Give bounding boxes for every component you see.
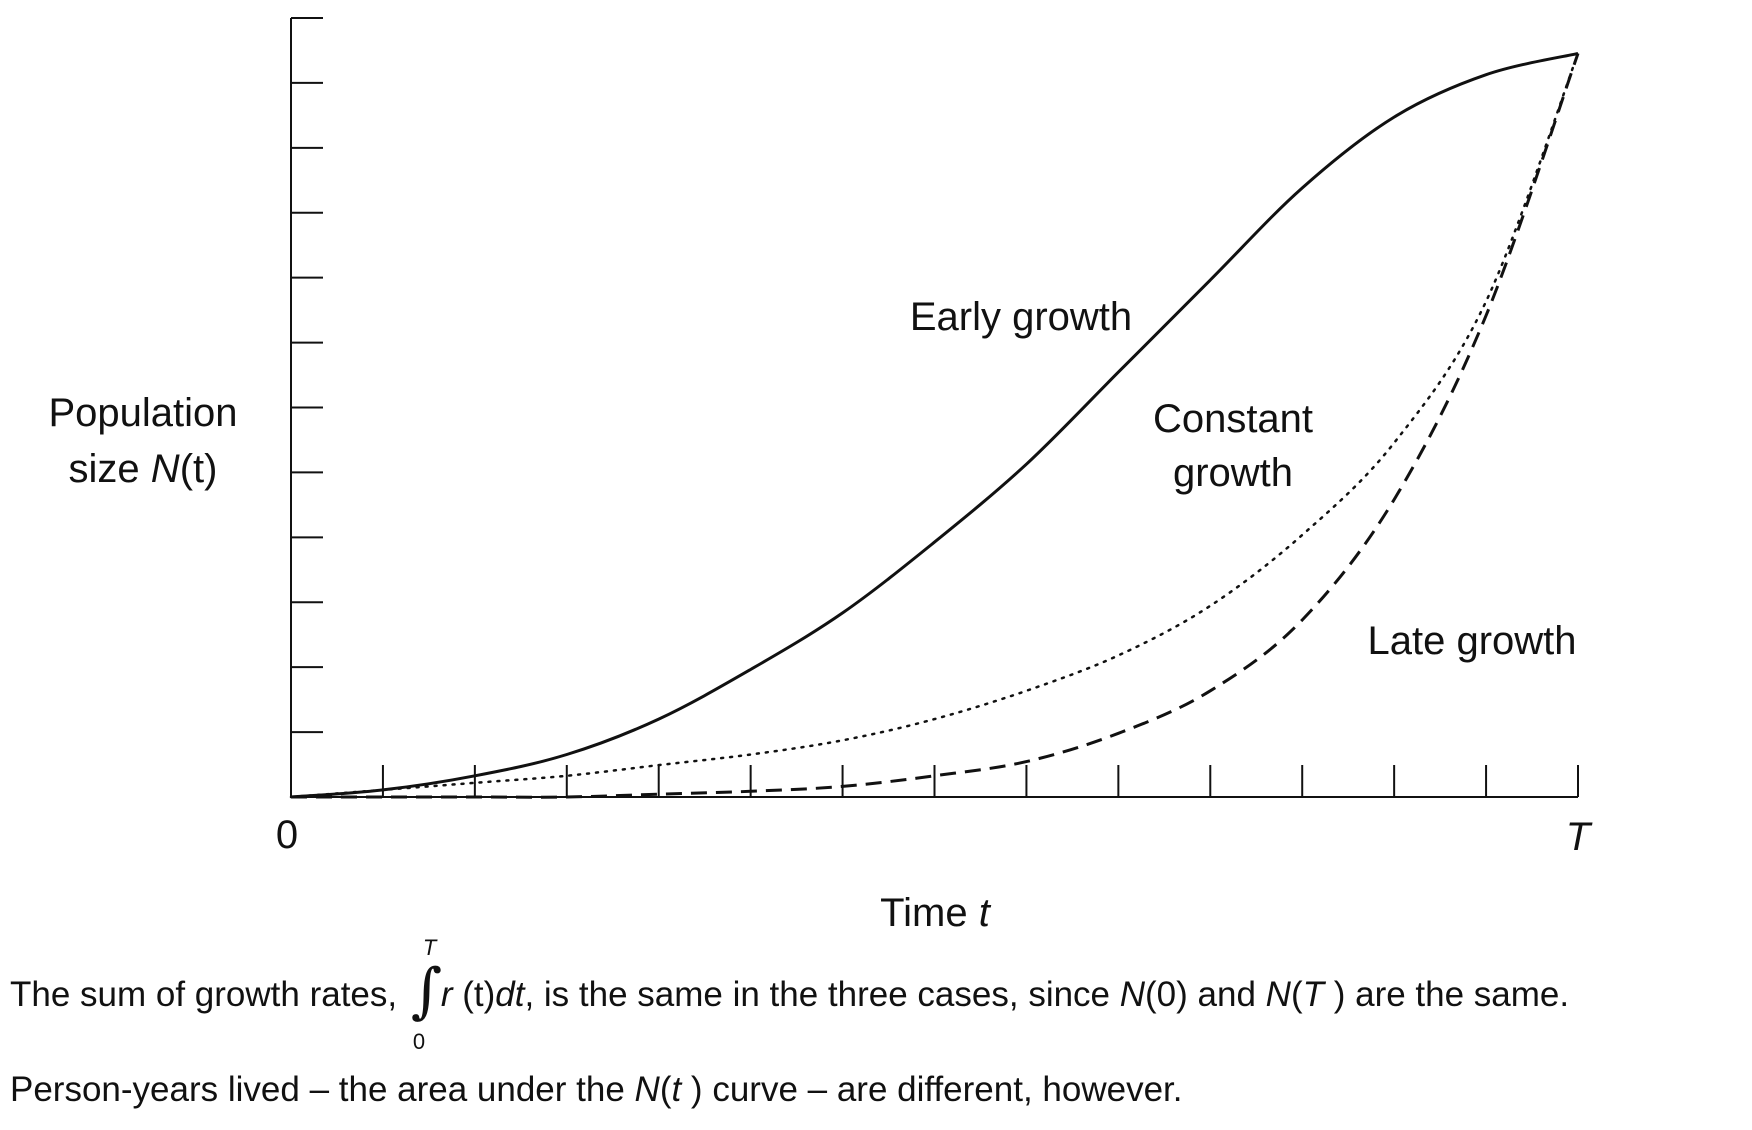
x-tick-label-0: 0: [276, 813, 298, 857]
caption-line-1: The sum of growth rates, T ∫ 0 r (t)dt, is …: [10, 934, 1570, 1054]
population-growth-chart: Population size N(t) 0 T Time t Early gr…: [48, 17, 1593, 935]
x-axis-label: Time t: [880, 891, 992, 935]
integral-symbol: T ∫ 0: [410, 934, 443, 1054]
series-label-constant-growth-line1: Constant: [1153, 397, 1313, 441]
caption-line-2: Person-years lived – the area under the …: [10, 1070, 1183, 1109]
axes: [290, 17, 1579, 798]
series-label-early-growth: Early growth: [910, 295, 1132, 339]
x-tick-label-T: T: [1566, 815, 1593, 859]
y-axis-label-line1: Population: [48, 391, 237, 435]
chart-labels: Population size N(t) 0 T Time t Early gr…: [48, 295, 1592, 935]
curves: [289, 51, 1580, 799]
series-late-growth-line: [290, 52, 1580, 799]
series-early-growth-line: [290, 51, 1579, 799]
series-label-constant-growth-line2: growth: [1173, 451, 1293, 495]
series-label-late-growth: Late growth: [1367, 619, 1576, 663]
series-constant-growth-line: [289, 52, 1580, 799]
y-axis-label-line2: size N(t): [69, 447, 218, 491]
